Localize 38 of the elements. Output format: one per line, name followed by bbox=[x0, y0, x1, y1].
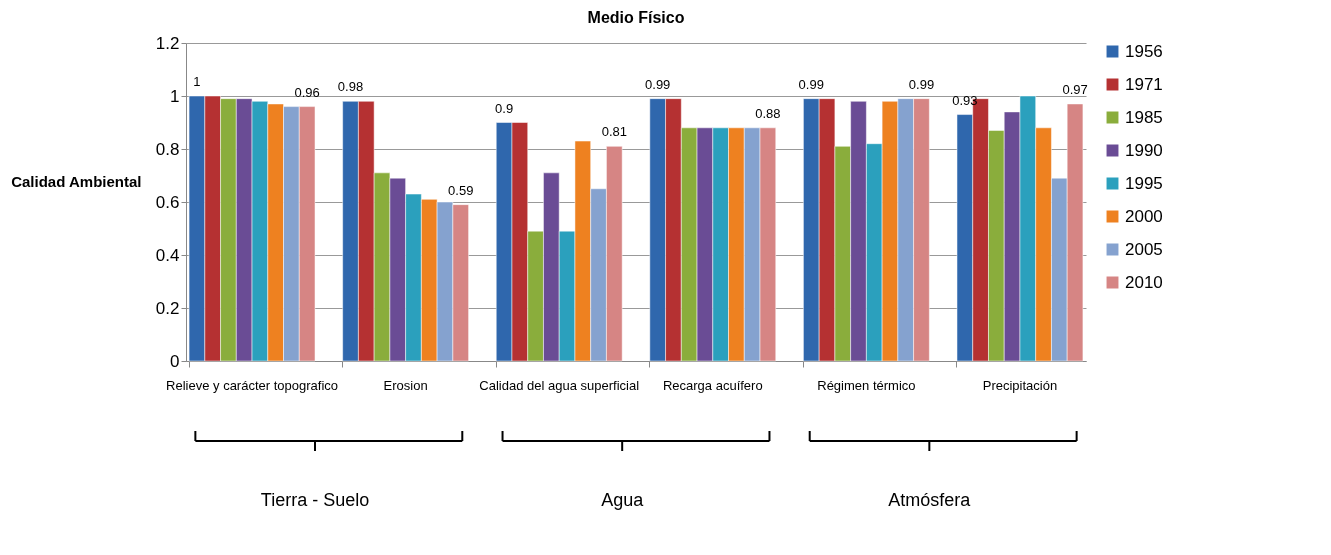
data-label: 0.59 bbox=[448, 182, 474, 198]
data-label: 0.99 bbox=[645, 76, 671, 92]
legend-label: 1956 bbox=[1125, 41, 1163, 61]
legend-label: 2010 bbox=[1125, 272, 1163, 292]
chart-title: Medio Físico bbox=[587, 9, 685, 26]
text: Atmósfera bbox=[888, 490, 972, 510]
x-tick-label: Erosion bbox=[383, 377, 428, 393]
y-tick-label: 1 bbox=[170, 86, 180, 106]
data-label: 0.93 bbox=[952, 92, 978, 108]
x-tick-label: Precipitación bbox=[982, 377, 1058, 393]
y-tick-label: 0.2 bbox=[155, 298, 180, 318]
x-tick-label: Relieve y carácter topografico bbox=[166, 377, 339, 393]
text: Tierra - Suelo bbox=[260, 490, 370, 510]
legend-label: 1995 bbox=[1125, 173, 1163, 193]
y-tick-label: 0.8 bbox=[155, 139, 180, 159]
legend-label: 1985 bbox=[1125, 107, 1163, 127]
x-tick-label: Recarga acuífero bbox=[662, 377, 763, 393]
data-label: 0.99 bbox=[798, 76, 824, 92]
y-tick-label: 0.4 bbox=[155, 245, 180, 265]
legend-label: 2005 bbox=[1125, 239, 1163, 259]
legend-label: 1971 bbox=[1125, 74, 1163, 94]
data-label: 1 bbox=[193, 74, 201, 89]
y-tick-label: 0.6 bbox=[155, 192, 180, 212]
y-tick-label: 1.2 bbox=[155, 33, 180, 53]
y-axis-title: Calidad Ambiental bbox=[11, 172, 142, 190]
data-label: 0.9 bbox=[495, 100, 514, 116]
data-label: 0.97 bbox=[1062, 81, 1088, 97]
text: Agua bbox=[601, 490, 645, 510]
data-label: 0.88 bbox=[755, 105, 781, 121]
x-tick-label: Calidad del agua superficial bbox=[479, 377, 640, 393]
y-tick-label: 0 bbox=[170, 351, 180, 371]
legend-label: 2000 bbox=[1125, 206, 1163, 226]
legend-label: 1990 bbox=[1125, 140, 1163, 160]
data-label: 0.81 bbox=[601, 124, 627, 140]
x-tick-label: Régimen térmico bbox=[817, 377, 916, 393]
data-label: 0.98 bbox=[337, 79, 364, 95]
data-label: 0.96 bbox=[294, 84, 320, 100]
data-label: 0.99 bbox=[908, 76, 935, 92]
